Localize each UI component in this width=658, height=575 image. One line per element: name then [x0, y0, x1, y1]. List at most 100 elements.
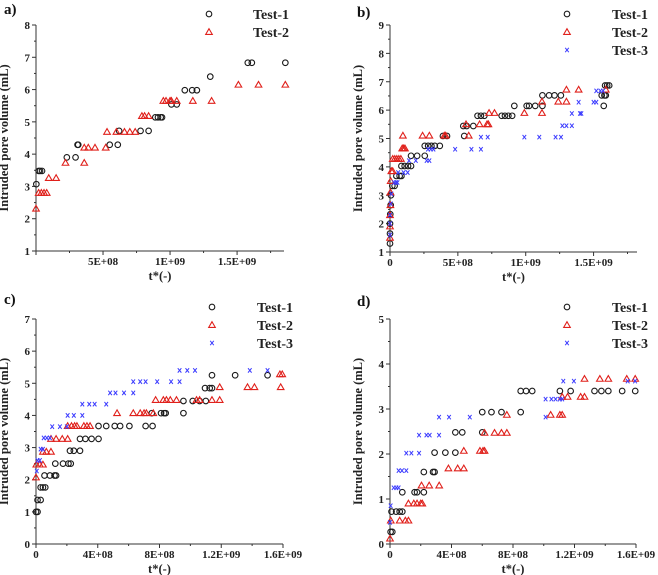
- x-mark-stroke: [478, 146, 484, 152]
- panel-a: a) 1 2 3 4 5 6 7 8 5E+08 1E+09 1.5E+09 t*(-) Intruded…: [0, 2, 290, 283]
- x-mark-stroke: [154, 379, 160, 385]
- y-tick-label: 2: [25, 214, 31, 226]
- data-point: [234, 80, 243, 88]
- x-mark-stroke: [549, 396, 554, 402]
- data-point: [95, 422, 102, 430]
- data-point: [598, 387, 605, 395]
- data-point: [577, 111, 583, 117]
- data-point: [250, 382, 259, 391]
- data-point: [404, 516, 413, 524]
- data-point: [478, 408, 486, 416]
- x-mark-stroke: [64, 424, 70, 430]
- x-mark-stroke: [131, 390, 136, 396]
- data-point: [37, 484, 44, 491]
- y-tick-label: 5: [379, 314, 385, 326]
- data-point: [632, 378, 638, 384]
- data-point: [396, 154, 406, 162]
- data-point: [467, 414, 472, 420]
- x-mark-stroke: [478, 134, 484, 140]
- x-axis-label: t*(-): [149, 269, 172, 283]
- data-point: [604, 387, 612, 395]
- data-point: [244, 59, 252, 67]
- legend-marker: [208, 303, 216, 311]
- x-mark-stroke: [44, 435, 49, 441]
- data-point: [193, 86, 201, 94]
- data-point: [539, 102, 546, 110]
- data-point: [580, 392, 589, 400]
- x-tick-label: 1.5E+09: [218, 256, 257, 268]
- data-point: [281, 59, 289, 67]
- data-point: [459, 446, 469, 454]
- x-tick-label: 5E+08: [88, 256, 119, 268]
- data-point: [554, 97, 563, 105]
- data-point: [398, 172, 405, 180]
- legend-marker: [562, 27, 572, 35]
- data-point: [498, 112, 506, 120]
- legend-label: Test-2: [253, 26, 289, 41]
- legend-entry-test-1: Test-1: [205, 8, 289, 23]
- data-point: [560, 123, 565, 129]
- data-point: [140, 111, 149, 119]
- legend-entry-test-3: Test-3: [209, 337, 293, 352]
- data-point: [398, 131, 408, 139]
- x-tick-label: 1.5E+09: [574, 257, 613, 269]
- x-mark-stroke: [485, 134, 490, 140]
- data-point: [417, 481, 426, 489]
- data-point: [206, 73, 214, 81]
- y-tick-label: 3: [379, 404, 385, 416]
- data-point: [385, 534, 395, 542]
- y-axis-label: Intruded pore volume (mL): [0, 64, 11, 211]
- x-mark-stroke: [177, 379, 182, 385]
- data-point: [387, 221, 393, 227]
- data-point: [436, 414, 442, 420]
- data-point: [522, 134, 527, 140]
- x-tick-label: 4E+08: [436, 549, 467, 561]
- data-point: [537, 97, 547, 105]
- data-point: [36, 167, 44, 175]
- legend-marker: [564, 340, 570, 346]
- data-point: [395, 516, 404, 524]
- data-point: [121, 390, 127, 396]
- y-tick-label: 3: [25, 443, 31, 455]
- data-point: [113, 390, 118, 396]
- data-point: [208, 371, 216, 379]
- data-point: [537, 134, 542, 140]
- legend-marker: [205, 10, 213, 18]
- data-point: [202, 397, 210, 405]
- x-tick-label: 1.6E+09: [264, 549, 303, 561]
- data-point: [398, 162, 405, 170]
- legend-marker: [564, 47, 570, 53]
- data-point: [180, 397, 187, 405]
- x-mark-stroke: [632, 378, 638, 384]
- x-mark-stroke: [537, 134, 542, 140]
- x-mark-stroke: [387, 519, 393, 525]
- x-mark-stroke: [192, 367, 198, 373]
- y-axis-label: Intruded pore volume (mL): [351, 65, 365, 212]
- data-point: [401, 170, 406, 176]
- y-tick-label: 8: [379, 48, 385, 60]
- data-point: [501, 112, 509, 120]
- y-tick-label: 6: [25, 85, 31, 97]
- x-mark-stroke: [436, 414, 442, 420]
- data-point: [480, 428, 489, 436]
- data-point: [67, 460, 75, 467]
- x-mark-stroke: [452, 146, 458, 152]
- x-mark-stroke: [446, 414, 452, 420]
- data-point: [546, 410, 555, 418]
- x-mark-stroke: [579, 111, 584, 117]
- data-point: [631, 387, 639, 395]
- data-point: [120, 127, 129, 135]
- data-point: [188, 96, 198, 104]
- x-mark-stroke: [41, 435, 46, 441]
- data-point: [490, 108, 499, 116]
- data-point: [604, 374, 613, 382]
- x-mark-stroke: [401, 170, 406, 176]
- y-tick-label: 7: [25, 52, 31, 64]
- x-mark-stroke: [399, 468, 405, 474]
- data-point: [469, 146, 474, 152]
- data-point: [425, 131, 434, 139]
- x-mark-stroke: [37, 457, 43, 463]
- data-point: [276, 382, 285, 391]
- data-point: [591, 387, 598, 395]
- data-point: [406, 158, 412, 164]
